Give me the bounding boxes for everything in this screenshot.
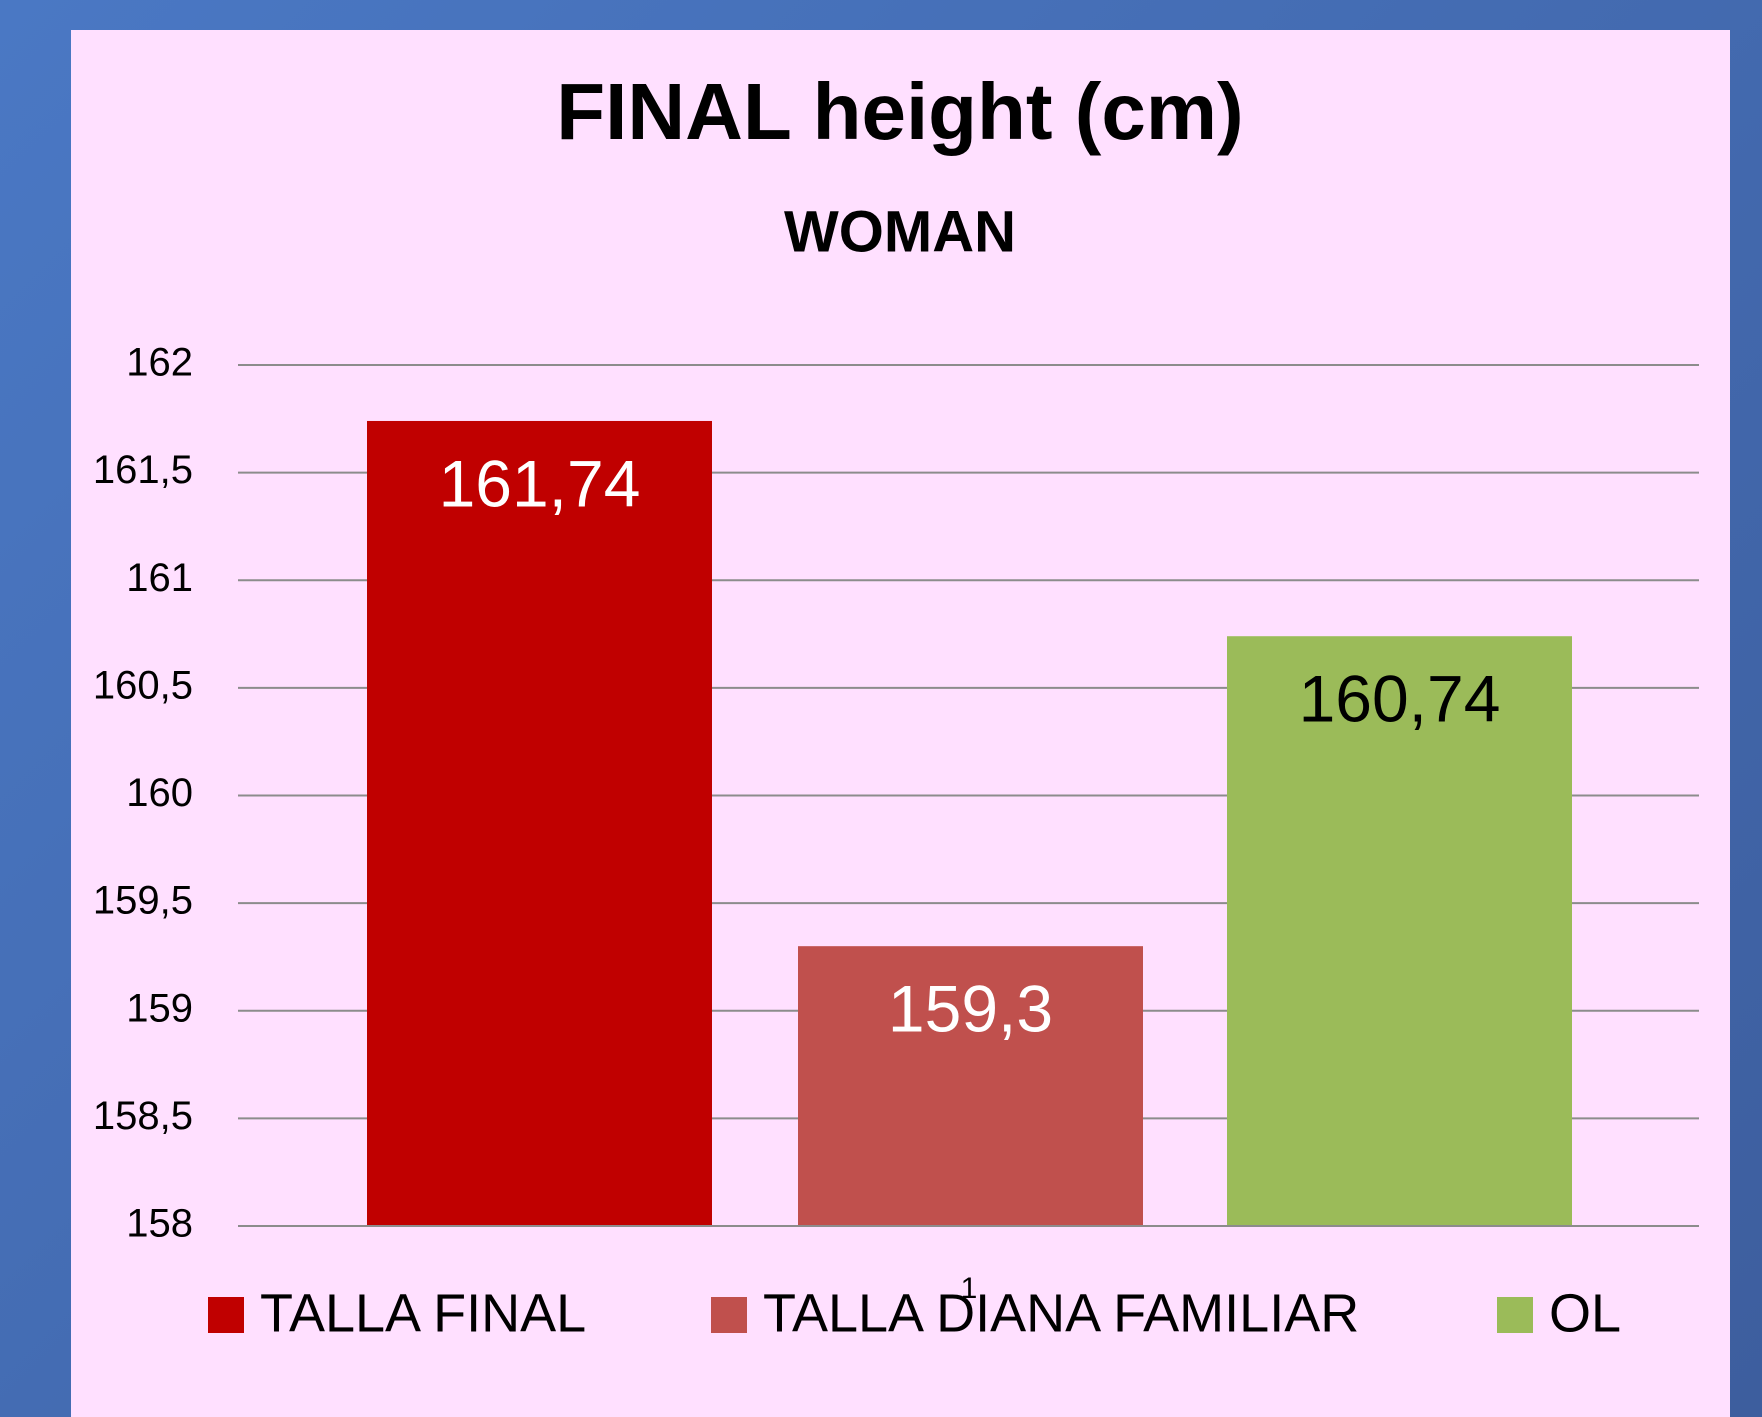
legend-swatch	[1497, 1297, 1533, 1333]
legend-swatch	[711, 1297, 747, 1333]
bar	[367, 420, 712, 1227]
legend-swatch	[208, 1297, 244, 1333]
y-tick-label: 158	[126, 1202, 193, 1246]
y-tick-label: 162	[126, 341, 193, 385]
bar	[1227, 636, 1572, 1226]
data-label: 161,74	[439, 446, 641, 520]
legend-label: OL	[1549, 1283, 1621, 1343]
y-tick-label: 158,5	[93, 1094, 193, 1138]
y-tick-label: 160	[126, 771, 193, 815]
legend-label: TALLA FINAL	[260, 1283, 586, 1343]
y-tick-label: 159	[126, 986, 193, 1030]
bar	[798, 946, 1143, 1226]
chart-title: FINAL height (cm)	[556, 67, 1243, 156]
y-tick-label: 161,5	[93, 448, 193, 492]
legend-label: TALLA DIANA FAMILIAR	[763, 1283, 1359, 1343]
y-tick-label: 159,5	[93, 879, 193, 923]
page-number: 1	[961, 1272, 978, 1305]
y-tick-label: 161	[126, 556, 193, 600]
data-label: 160,74	[1299, 662, 1501, 736]
chart-subtitle: WOMAN	[784, 199, 1016, 264]
y-tick-label: 160,5	[93, 663, 193, 707]
data-label: 159,3	[888, 972, 1053, 1046]
